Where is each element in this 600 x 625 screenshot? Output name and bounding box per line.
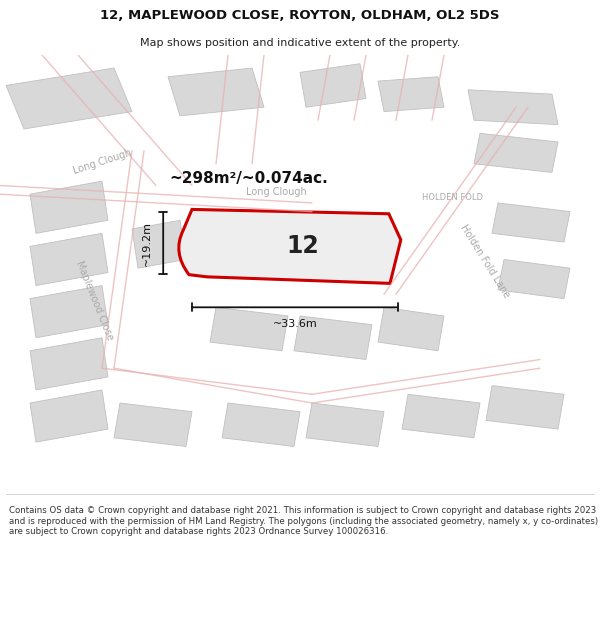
Text: ~19.2m: ~19.2m <box>142 221 152 266</box>
Text: 12: 12 <box>287 234 319 258</box>
Polygon shape <box>6 68 132 129</box>
Polygon shape <box>30 338 108 390</box>
Polygon shape <box>210 308 288 351</box>
Polygon shape <box>30 181 108 233</box>
Polygon shape <box>168 68 264 116</box>
PathPatch shape <box>179 209 401 283</box>
Polygon shape <box>132 220 186 268</box>
Polygon shape <box>498 259 570 299</box>
Polygon shape <box>402 394 480 438</box>
Text: Maplewood Close: Maplewood Close <box>74 259 115 342</box>
Text: Long Clough: Long Clough <box>245 187 307 197</box>
Polygon shape <box>222 403 300 446</box>
Polygon shape <box>300 64 366 107</box>
Text: Contains OS data © Crown copyright and database right 2021. This information is : Contains OS data © Crown copyright and d… <box>9 506 598 536</box>
Text: HOLDEN FOLD: HOLDEN FOLD <box>422 193 484 202</box>
Polygon shape <box>468 90 558 124</box>
Polygon shape <box>114 403 192 446</box>
Text: Holden Fold Lane: Holden Fold Lane <box>458 223 511 300</box>
Polygon shape <box>30 233 108 286</box>
Polygon shape <box>306 403 384 446</box>
Polygon shape <box>294 316 372 359</box>
Text: Long Clough: Long Clough <box>71 148 133 176</box>
Polygon shape <box>378 308 444 351</box>
Polygon shape <box>30 286 108 338</box>
Text: ~298m²/~0.074ac.: ~298m²/~0.074ac. <box>170 171 328 186</box>
Text: ~33.6m: ~33.6m <box>272 319 317 329</box>
Polygon shape <box>30 390 108 442</box>
Text: Map shows position and indicative extent of the property.: Map shows position and indicative extent… <box>140 38 460 48</box>
Polygon shape <box>486 386 564 429</box>
Polygon shape <box>474 133 558 172</box>
Text: 12, MAPLEWOOD CLOSE, ROYTON, OLDHAM, OL2 5DS: 12, MAPLEWOOD CLOSE, ROYTON, OLDHAM, OL2… <box>100 9 500 22</box>
Polygon shape <box>492 203 570 242</box>
Polygon shape <box>378 77 444 111</box>
